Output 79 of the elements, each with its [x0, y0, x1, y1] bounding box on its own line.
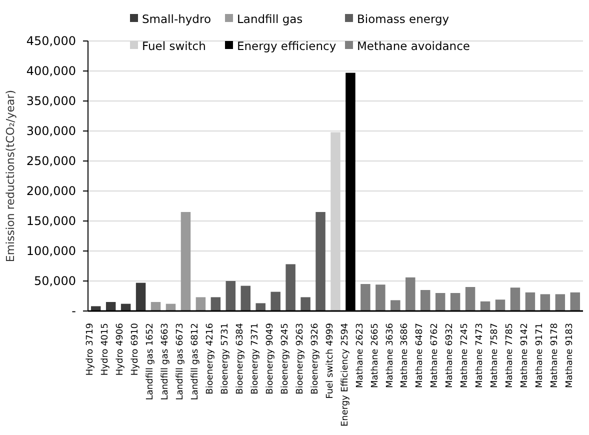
- x-tick-label: Bioenergy 7371: [250, 323, 260, 394]
- x-tick-label: Landfill gas 6812: [190, 323, 201, 400]
- x-tick-label: Energy Efficiency 2594: [340, 322, 350, 426]
- x-tick-label: Hydro 6910: [130, 322, 141, 376]
- x-tick-label: Mathane 7245: [460, 323, 470, 388]
- bar: [240, 286, 251, 311]
- bar: [525, 292, 536, 311]
- bar: [450, 293, 460, 311]
- y-tick-label: 100,000: [26, 244, 76, 258]
- legend-label: Small-hydro: [142, 12, 211, 26]
- bar: [270, 292, 280, 311]
- legend-label: Methane avoidance: [357, 39, 470, 53]
- x-tick-label: Mathane 6762: [430, 323, 440, 388]
- x-tick-label: Bioenergy 9326: [310, 322, 320, 394]
- y-tick-label: 200,000: [26, 184, 76, 198]
- bar: [540, 294, 550, 311]
- x-tick-label: Mathane 2623: [355, 323, 366, 388]
- x-tick-label: Mathane 9183: [564, 323, 575, 388]
- y-tick-label: 400,000: [26, 64, 76, 78]
- x-tick-label: Fuel switch 4999: [325, 322, 336, 399]
- x-tick-label: Landfill gas 4663: [160, 323, 171, 400]
- x-tick-label: Bioenergy 6384: [235, 322, 246, 394]
- bar: [555, 294, 566, 311]
- y-tick-label: 50,000: [34, 274, 76, 288]
- x-tick-label: Mathane 9171: [535, 323, 546, 388]
- x-tick-label: Hydro 3719: [86, 322, 96, 376]
- x-tick-label: Mathane 2665: [370, 323, 380, 388]
- bar: [256, 303, 266, 311]
- bar: [196, 297, 206, 311]
- bar: [390, 300, 400, 311]
- legend-label: Landfill gas: [237, 12, 303, 26]
- x-tick-label: Landfill gas 6673: [176, 323, 186, 400]
- x-tick-label: Mathane 9178: [550, 322, 560, 388]
- x-tick-label: Mathane 3686: [400, 322, 410, 388]
- bar: [150, 302, 161, 311]
- x-tick-label: Mathane 7587: [490, 323, 500, 388]
- x-tick-label: Mathane 7785: [505, 323, 516, 388]
- legend-label: Fuel switch: [142, 39, 206, 53]
- bar: [480, 301, 490, 311]
- bar: [435, 293, 446, 311]
- bar: [510, 288, 520, 311]
- y-tick-label: -: [72, 304, 76, 318]
- x-tick-label: Mathane 6932: [445, 323, 456, 388]
- legend-label: Biomass energy: [357, 12, 450, 26]
- bar: [570, 292, 580, 311]
- bar: [180, 212, 191, 311]
- bar: [420, 290, 430, 311]
- y-tick-label: 150,000: [26, 214, 76, 228]
- x-tick-label: Mathane 7473: [475, 323, 486, 388]
- bar: [300, 297, 310, 311]
- y-tick-label: 250,000: [26, 154, 76, 168]
- bar: [495, 300, 506, 311]
- bar: [226, 281, 236, 311]
- y-tick-label: 450,000: [26, 34, 76, 48]
- x-tick-label: Landfill gas 1652: [146, 323, 156, 400]
- bar: [210, 297, 221, 311]
- bar: [360, 284, 370, 311]
- bar: [106, 302, 116, 311]
- x-tick-label: Hydro 4015: [100, 323, 111, 376]
- x-tick-label: Hydro 4906: [116, 322, 126, 376]
- bar: [465, 287, 476, 311]
- y-tick-label: 300,000: [26, 124, 76, 138]
- bar: [90, 306, 101, 311]
- y-axis-title: Emission reductions(tCO₂/year): [4, 90, 17, 262]
- y-tick-label: 350,000: [26, 94, 76, 108]
- x-tick-label: Mathane 6487: [415, 323, 426, 388]
- x-tick-label: Mathane 3636: [385, 322, 396, 388]
- x-tick-label: Bioenergy 9263: [295, 323, 306, 394]
- bar: [286, 264, 296, 311]
- bar: [136, 282, 146, 311]
- legend-label: Energy efficiency: [237, 39, 336, 53]
- bar: [376, 284, 386, 311]
- x-tick-label: Mathane 9142: [520, 323, 530, 388]
- x-tick-label: Bioenergy 9049: [265, 322, 276, 394]
- x-tick-label: Bioenergy 4216: [206, 322, 216, 394]
- x-tick-label: Bioenergy 5731: [220, 323, 231, 394]
- bar: [406, 277, 416, 311]
- x-tick-label: Bioenergy 9245: [280, 323, 290, 394]
- bar: [316, 212, 326, 311]
